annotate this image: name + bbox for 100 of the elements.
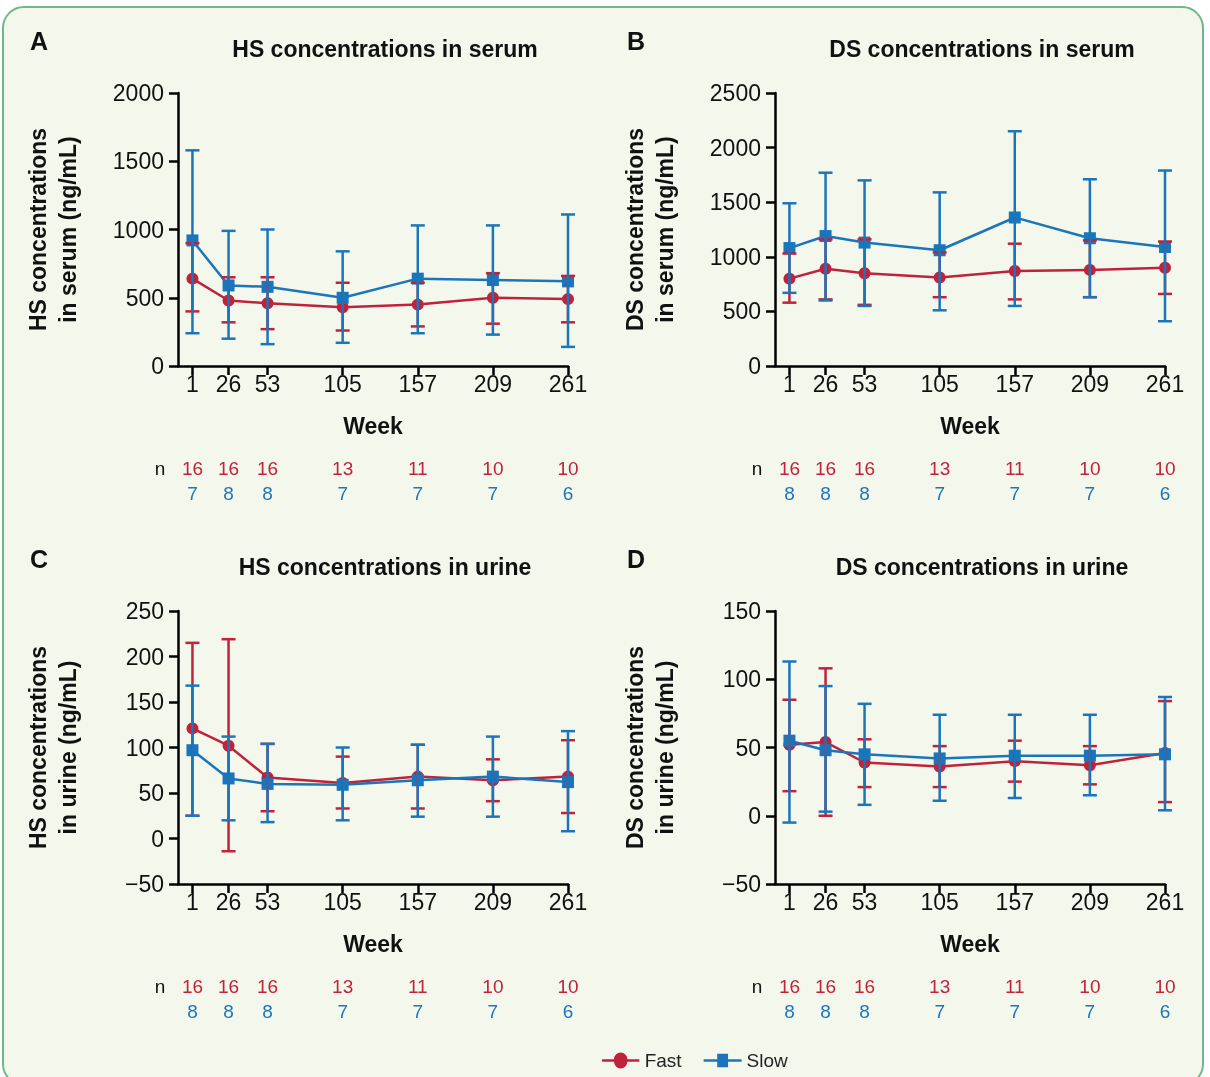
x-tick-label: 53: [254, 888, 281, 915]
y-tick-label: 2500: [709, 80, 761, 106]
x-tick-label: 26: [812, 888, 839, 915]
chart-title: HS concentrations in urine: [238, 553, 532, 580]
text: 16: [778, 975, 801, 997]
y-axis-title: HS concentrations in serum (ng/mL): [25, 127, 81, 332]
text: 10: [1079, 975, 1101, 997]
y-tick-label: −50: [124, 871, 164, 897]
x-tick-label: 157: [398, 888, 437, 915]
y-tick-label: 50: [138, 780, 164, 806]
text: 7: [337, 482, 348, 504]
x-tick-label: 1: [783, 370, 796, 397]
y-axis-title: DS concentrations in serum (ng/mL): [622, 127, 678, 332]
text: 7: [487, 482, 499, 504]
text: 10: [557, 975, 579, 997]
text: 16: [853, 457, 876, 479]
x-axis-title: Week: [940, 930, 1001, 957]
text: 16: [814, 975, 837, 997]
text: 8: [223, 482, 234, 504]
y-tick-label: 1500: [112, 148, 164, 175]
text: 16: [181, 457, 204, 479]
x-tick-label: 1: [186, 888, 199, 915]
x-axis-title: Week: [343, 930, 404, 957]
y-tick-label: 0: [151, 353, 164, 379]
text: 11: [1004, 975, 1025, 997]
text: 16: [778, 457, 801, 479]
y-tick-label: 250: [125, 598, 164, 624]
y-axis-title: HS concentrations in urine (ng/mL): [25, 645, 81, 850]
y-tick-label: 150: [722, 598, 761, 624]
text: 16: [256, 975, 279, 997]
text: B: [627, 26, 646, 55]
text: 6: [562, 482, 574, 504]
x-tick-label: 53: [851, 370, 878, 397]
x-tick-label: 261: [548, 370, 588, 397]
text: 7: [934, 482, 945, 504]
text: 7: [934, 1000, 945, 1022]
text: 10: [1154, 457, 1176, 479]
text: 8: [223, 1000, 234, 1022]
text: 6: [1159, 1000, 1171, 1022]
x-tick-label: 261: [1145, 370, 1185, 397]
y-axis-title: DS concentrations in urine (ng/mL): [622, 645, 678, 850]
x-tick-label: 53: [254, 370, 281, 397]
text: 10: [557, 457, 579, 479]
text: 16: [814, 457, 837, 479]
x-tick-label: 1: [783, 888, 796, 915]
text: D: [627, 544, 646, 573]
text: 7: [1084, 482, 1096, 504]
text: 11: [407, 457, 428, 479]
text: A: [30, 26, 49, 55]
text: 7: [412, 482, 424, 504]
x-tick-label: 26: [812, 370, 839, 397]
text: 7: [187, 482, 198, 504]
x-axis-title: Week: [940, 412, 1001, 439]
text: 13: [332, 457, 354, 479]
y-tick-label: −50: [721, 871, 761, 897]
text: 10: [482, 975, 504, 997]
y-tick-label: 50: [735, 734, 761, 761]
text: 7: [487, 1000, 499, 1022]
y-tick-label: 0: [748, 353, 761, 379]
x-tick-label: 105: [920, 370, 959, 397]
text: 7: [1009, 1000, 1021, 1022]
y-tick-label: 500: [125, 284, 164, 311]
y-tick-label: 500: [722, 298, 761, 325]
text: 6: [562, 1000, 574, 1022]
text: 7: [1084, 1000, 1096, 1022]
legend-label: Fast: [644, 1050, 683, 1071]
text: 16: [217, 457, 240, 479]
text: 6: [1159, 482, 1171, 504]
legend-label: Slow: [746, 1050, 789, 1071]
x-axis-title: Week: [343, 412, 404, 439]
text: 7: [1009, 482, 1021, 504]
x-tick-label: 209: [1070, 370, 1110, 397]
x-tick-label: 105: [920, 888, 959, 915]
text: 13: [929, 975, 951, 997]
text: 16: [256, 457, 279, 479]
text: 8: [820, 1000, 831, 1022]
text: 16: [853, 975, 876, 997]
text: 10: [482, 457, 504, 479]
x-tick-label: 105: [323, 888, 362, 915]
x-tick-label: 53: [851, 888, 878, 915]
text: 13: [332, 975, 354, 997]
y-tick-label: 1500: [709, 189, 761, 216]
y-tick-label: 2000: [112, 80, 164, 106]
x-tick-label: 261: [548, 888, 588, 915]
text: 10: [1154, 975, 1176, 997]
x-tick-label: 26: [215, 370, 242, 397]
x-tick-label: 209: [473, 370, 513, 397]
y-tick-label: 0: [748, 802, 761, 829]
y-tick-label: 150: [125, 689, 164, 715]
text: 8: [262, 1000, 273, 1022]
x-tick-label: 105: [323, 370, 362, 397]
text: n: [154, 975, 166, 997]
chart-title: DS concentrations in serum: [829, 35, 1135, 62]
x-tick-label: 157: [995, 888, 1034, 915]
text: n: [154, 457, 166, 479]
text: 11: [1004, 457, 1025, 479]
x-tick-label: 26: [215, 888, 242, 915]
x-tick-label: 157: [995, 370, 1034, 397]
chart-title: HS concentrations in serum: [232, 35, 538, 62]
text: 8: [262, 482, 273, 504]
